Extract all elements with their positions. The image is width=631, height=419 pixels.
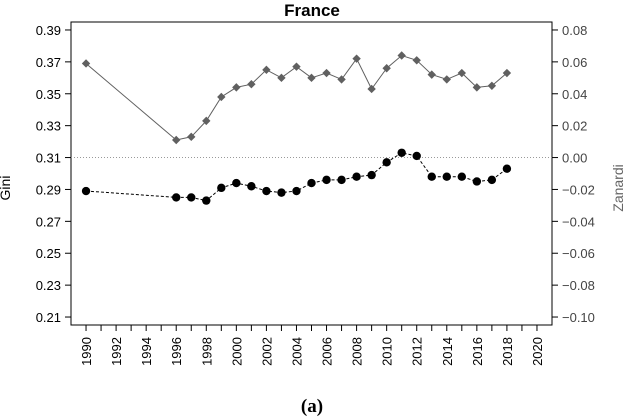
x-tick-label: 2006	[320, 337, 335, 366]
gini-point	[81, 186, 91, 196]
x-tick-label: 2014	[440, 337, 455, 366]
zanardi-point	[202, 116, 211, 126]
y2-tick-label: 0.00	[562, 151, 587, 166]
zanardi-point	[427, 70, 436, 79]
chart-title: France	[284, 1, 340, 20]
y-tick-label: 0.25	[36, 246, 61, 261]
zanardi-point	[322, 68, 331, 78]
x-tick-label: 1998	[199, 337, 214, 366]
gini-point	[367, 170, 376, 180]
zanardi-point	[412, 56, 421, 65]
y-tick-label: 0.27	[36, 214, 61, 229]
y2-tick-label: 0.04	[562, 87, 587, 102]
gini-point	[247, 182, 256, 191]
zanardi-point	[352, 54, 361, 63]
zanardi-point	[307, 73, 316, 83]
x-tick-label: 2016	[470, 337, 485, 366]
zanardi-point	[367, 84, 376, 94]
plot-area: 0.21 0.23 0.25 0.27 0.29 0.31 0.33 0.35 0.37 0.39…	[36, 21, 595, 366]
gini-point	[277, 188, 286, 197]
y-tick-label: 0.21	[36, 310, 61, 325]
zanardi-point	[457, 68, 467, 78]
zanardi-point	[292, 62, 301, 71]
gini-point	[502, 164, 512, 173]
plot-frame	[70, 21, 553, 326]
zanardi-point	[262, 65, 271, 75]
gini-point	[352, 172, 361, 181]
zanardi-point	[217, 92, 226, 102]
zanardi-point	[397, 51, 406, 60]
gini-point	[232, 178, 241, 188]
gini-point	[307, 178, 316, 188]
zanardi-point	[502, 68, 512, 78]
y-tick-label: 0.23	[36, 278, 61, 293]
zanardi-point	[81, 59, 91, 68]
zanardi-point	[247, 79, 256, 89]
gini-point	[337, 175, 346, 185]
zanardi-point	[232, 83, 241, 92]
y2-tick-label: 0.08	[562, 23, 587, 38]
x-tick-label: 2010	[380, 337, 395, 366]
x-tick-label: 2012	[410, 337, 425, 366]
y2-tick-label: −0.04	[562, 214, 595, 229]
zanardi-point	[442, 75, 451, 84]
gini-point	[487, 175, 497, 185]
zanardi-point	[382, 64, 391, 73]
gini-point	[202, 196, 211, 205]
gini-point	[292, 186, 301, 196]
x-tick-label: 1990	[79, 337, 94, 366]
gini-point	[187, 193, 196, 202]
gini-point	[382, 158, 391, 167]
y-tick-label: 0.37	[36, 55, 61, 70]
x-tick-label: 2008	[350, 337, 365, 366]
x-tick-label: 2018	[500, 337, 515, 366]
y2-tick-label: −0.02	[562, 182, 595, 197]
y2-tick-label: −0.06	[562, 246, 595, 261]
zanardi-point	[172, 135, 181, 145]
gini-point	[472, 177, 482, 186]
gini-point	[412, 151, 421, 161]
y2-tick-label: 0.02	[562, 119, 587, 134]
gini-point	[217, 183, 226, 193]
zanardi-point	[187, 132, 196, 142]
y2-axis-label: Zanardi	[610, 164, 626, 211]
gini-point	[457, 172, 467, 181]
gini-point	[397, 148, 406, 157]
x-tick-label: 2002	[259, 337, 274, 366]
x-tick-label: 1994	[139, 337, 154, 366]
y2-tick-label: 0.06	[562, 55, 587, 70]
y-tick-label: 0.33	[36, 119, 61, 134]
x-tick-label: 2020	[530, 337, 545, 366]
zanardi-point	[472, 83, 482, 92]
zanardi-point	[277, 73, 286, 83]
y-axis-label: Gini	[0, 176, 13, 201]
zanardi-point	[487, 81, 497, 90]
y2-tick-label: −0.10	[562, 310, 595, 325]
gini-point	[427, 172, 436, 181]
y-tick-label: 0.29	[36, 182, 61, 197]
figure-caption: (a)	[301, 396, 323, 417]
y-tick-label: 0.35	[36, 87, 61, 102]
y-tick-label: 0.31	[36, 151, 61, 166]
gini-point	[172, 193, 181, 202]
gini-point	[442, 172, 451, 181]
zanardi-point	[337, 75, 346, 84]
x-tick-label: 1992	[109, 337, 124, 366]
y2-tick-label: −0.08	[562, 278, 595, 293]
x-tick-label: 2000	[229, 337, 244, 366]
gini-point	[262, 186, 271, 196]
x-tick-label: 2004	[289, 337, 304, 366]
y-tick-label: 0.39	[36, 23, 61, 38]
x-tick-label: 1996	[169, 337, 184, 366]
gini-point	[322, 175, 331, 185]
